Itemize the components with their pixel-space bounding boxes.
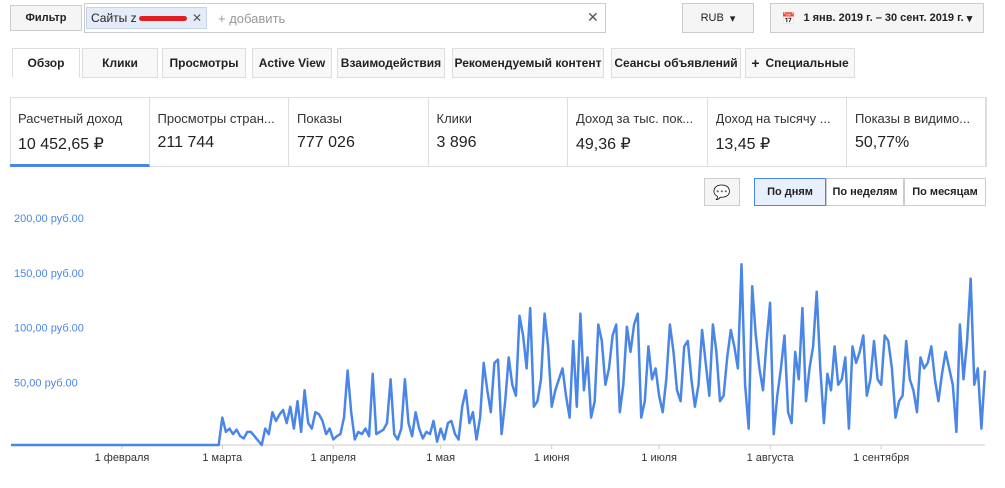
tab-label: Рекомендуемый контент [454,56,602,70]
filter-button[interactable]: Фильтр [10,5,82,31]
tab-label: Просмотры [169,56,239,70]
date-select[interactable]: 📅 1 янв. 2019 г. – 30 сент. 2019 г. ▾ [770,3,984,33]
tab-label: Сеансы объявлений [614,56,738,70]
x-tick-label: 1 февраля [95,452,150,464]
chip-text: Сайты z [91,11,137,25]
tab-label: Специальные [765,56,849,70]
tab[interactable]: Клики [82,48,158,78]
metric-label: Доход за тыс. пок... [576,111,694,126]
metric-label: Клики [436,111,472,126]
metric-label: Показы в видимо... [855,111,971,126]
tab[interactable]: Взаимодействия [337,48,445,78]
metric-value: 777 026 [297,134,355,151]
tab-label: Обзор [27,56,65,70]
metric-value: 10 452,65 ₽ [18,136,104,153]
x-tick-label: 1 сентября [853,452,909,464]
tab[interactable]: Обзор [12,48,80,78]
y-tick-label: 150,00 руб.00 [14,268,84,280]
x-tick-label: 1 июня [534,452,570,464]
view-button[interactable]: По дням [754,178,826,206]
metric-card[interactable]: Показы 777 026 [289,97,429,167]
metric-value: 49,36 ₽ [576,136,631,153]
add-filter[interactable]: + добавить [218,11,286,26]
metric-label: Показы [297,111,342,126]
tab[interactable]: Рекомендуемый контент [452,48,604,78]
metric-label: Расчетный доход [18,111,123,126]
chart: 50,00 руб.00 100,00 руб.00 150,00 руб.00 20… [11,213,987,464]
x-tick-label: 1 мая [426,452,455,464]
x-tick-label: 1 августа [747,452,795,464]
tab-label: Клики [102,56,138,70]
view-button[interactable]: По месяцам [904,178,986,206]
calendar-icon: 📅 [781,12,796,25]
metric-label: Доход на тысячу ... [715,111,831,126]
annotation-button[interactable]: 💬 [704,178,740,206]
date-range: 1 янв. 2019 г. – 30 сент. 2019 г. [803,12,964,24]
filter-chip[interactable]: Сайты z ✕ [86,7,207,29]
chip-close[interactable]: ✕ [191,11,202,25]
y-tick-label: 200,00 руб.00 [14,213,84,225]
clear-filter[interactable]: ✕ [587,9,599,25]
y-tick-label: 50,00 руб.00 [14,377,78,389]
x-tick-label: 1 июля [641,452,677,464]
x-tick-label: 1 апреля [311,452,357,464]
tab-label: Active View [258,56,326,70]
metric-label: Просмотры стран... [157,111,275,126]
redaction [138,16,187,22]
metric-value: 3 896 [436,134,477,151]
metric-value: 13,45 ₽ [715,136,771,153]
currency-select[interactable]: RUB ▾ [682,3,754,33]
metrics-panel [10,97,986,167]
plus-icon: + [751,55,760,71]
line [11,263,987,447]
metric-card[interactable]: Показы в видимо... 50,77% [847,97,987,167]
tab[interactable]: Просмотры [162,48,246,78]
metric-card[interactable]: Клики 3 896 [429,97,568,167]
metric-value: 211 744 [157,134,215,151]
tab-label: Взаимодействия [340,56,442,70]
metric-card[interactable]: Доход за тыс. пок... 49,36 ₽ [568,97,708,167]
tab[interactable]: + Специальные [745,48,855,78]
tab[interactable]: Сеансы объявлений [611,48,741,78]
metric-value: 50,77% [855,134,910,151]
y-tick-label: 100,00 руб.00 [14,323,84,335]
x-tick-label: 1 марта [202,452,243,464]
metric-card[interactable]: Доход на тысячу ... 13,45 ₽ [708,97,847,167]
view-button[interactable]: По неделям [826,178,904,206]
currency: RUB [700,12,724,24]
tab[interactable]: Active View [252,48,332,78]
metric-card[interactable]: Просмотры стран... 211 744 [150,97,289,167]
filter-box[interactable] [84,3,606,33]
metric-card[interactable]: Расчетный доход 10 452,65 ₽ [10,97,150,167]
